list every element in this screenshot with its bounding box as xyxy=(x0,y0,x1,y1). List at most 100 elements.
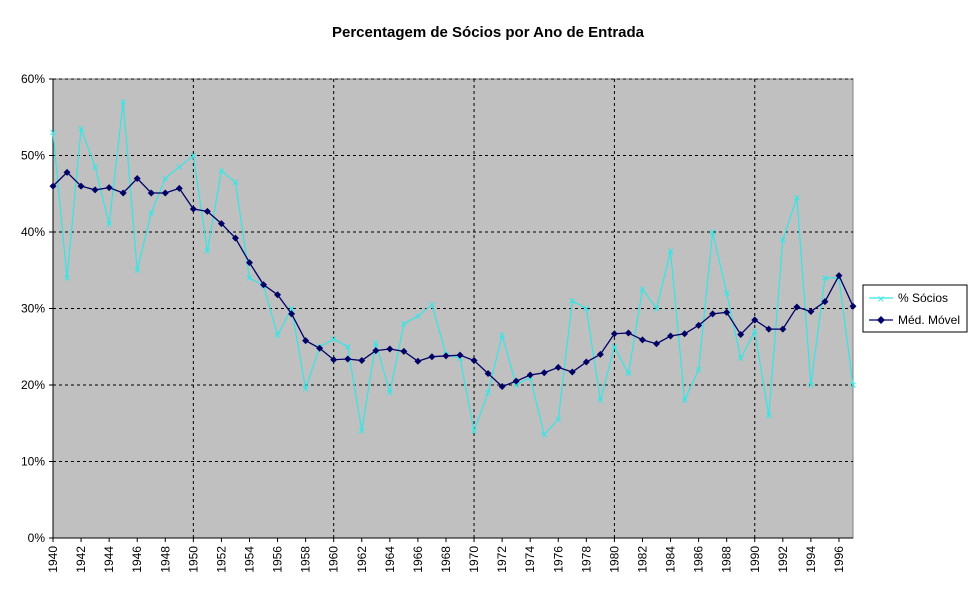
legend-label-media-movel: Méd. Móvel xyxy=(898,313,960,327)
data-point-media-movel xyxy=(624,329,632,337)
x-tick-label: 1944 xyxy=(102,546,116,573)
data-point-media-movel xyxy=(681,330,689,338)
x-tick-label: 1956 xyxy=(271,546,285,573)
y-tick-label: 50% xyxy=(21,149,45,163)
data-point-socios xyxy=(499,332,505,339)
x-tick-label: 1982 xyxy=(635,546,649,573)
data-point-socios xyxy=(302,385,309,392)
data-point-socios xyxy=(569,297,576,304)
data-point-media-movel xyxy=(793,303,801,311)
data-point-socios xyxy=(653,305,660,312)
x-tick-label: 1990 xyxy=(748,546,762,573)
data-point-socios xyxy=(583,305,590,312)
data-point-media-movel xyxy=(484,370,492,378)
data-point-socios xyxy=(106,221,112,228)
data-point-socios xyxy=(429,301,435,308)
data-point-media-movel xyxy=(274,291,282,299)
data-point-media-movel xyxy=(372,347,380,355)
legend-label-socios: % Sócios xyxy=(898,291,948,305)
x-tick-label: 1994 xyxy=(804,546,818,573)
data-point-media-movel xyxy=(105,184,113,192)
data-point-media-movel xyxy=(751,316,759,324)
legend: × % Sócios Méd. Móvel xyxy=(862,284,968,333)
data-point-media-movel xyxy=(288,310,296,318)
x-tick-label: 1952 xyxy=(214,546,228,573)
data-point-socios xyxy=(274,332,281,339)
x-tick-label: 1946 xyxy=(130,546,144,573)
x-tick-label: 1980 xyxy=(607,546,621,573)
x-tick-label: 1958 xyxy=(299,546,313,573)
data-point-media-movel xyxy=(119,189,127,197)
data-point-media-movel xyxy=(217,220,225,228)
data-point-socios xyxy=(667,248,674,254)
data-point-media-movel xyxy=(568,368,576,376)
data-point-media-movel xyxy=(596,350,604,358)
x-tick-label: 1996 xyxy=(832,546,846,573)
data-point-media-movel xyxy=(330,356,338,364)
x-tick-label: 1992 xyxy=(776,546,790,573)
data-point-socios xyxy=(176,164,183,170)
data-point-socios xyxy=(513,382,520,388)
data-point-socios xyxy=(639,286,646,293)
data-point-media-movel xyxy=(175,184,183,192)
horizontal-gridlines xyxy=(53,78,853,462)
y-tick-label: 0% xyxy=(28,531,46,545)
data-point-media-movel xyxy=(554,363,562,371)
data-point-socios xyxy=(695,366,702,373)
data-point-media-movel xyxy=(695,321,703,329)
x-tick-label: 1972 xyxy=(495,546,509,573)
data-point-socios xyxy=(232,179,239,186)
data-point-media-movel xyxy=(653,340,661,348)
x-tick-label: 1986 xyxy=(692,546,706,573)
data-point-media-movel xyxy=(386,345,394,353)
data-point-socios xyxy=(415,313,421,320)
data-point-socios xyxy=(162,175,169,182)
y-tick-label: 10% xyxy=(21,455,45,469)
data-point-socios xyxy=(808,382,814,388)
data-point-media-movel xyxy=(231,234,239,242)
x-tick-label: 1978 xyxy=(579,546,593,573)
series-layer xyxy=(49,99,857,438)
data-point-media-movel xyxy=(147,189,155,197)
data-point-socios xyxy=(723,290,730,297)
x-tick-label: 1988 xyxy=(720,546,734,573)
data-point-media-movel xyxy=(526,371,534,379)
data-point-media-movel xyxy=(849,302,857,310)
data-point-media-movel xyxy=(63,168,71,176)
x-tick-label: 1976 xyxy=(551,546,565,573)
data-point-media-movel xyxy=(779,325,787,333)
data-point-socios xyxy=(120,99,127,105)
x-tick-label: 1948 xyxy=(158,546,172,573)
x-tick-label: 1940 xyxy=(46,546,60,573)
data-point-socios xyxy=(401,320,407,327)
data-point-socios xyxy=(737,355,744,362)
x-tick-label: 1960 xyxy=(327,546,341,573)
data-point-socios xyxy=(541,431,548,438)
data-point-media-movel xyxy=(470,357,478,365)
y-tick-label: 30% xyxy=(21,302,45,316)
data-point-socios xyxy=(64,275,70,281)
data-point-socios xyxy=(246,275,253,281)
data-point-socios xyxy=(850,382,856,388)
y-tick-label: 40% xyxy=(21,225,45,239)
data-point-media-movel xyxy=(77,182,85,190)
data-point-media-movel xyxy=(610,330,618,338)
data-point-media-movel xyxy=(498,383,506,391)
series-line-0 xyxy=(52,101,854,436)
data-point-media-movel xyxy=(400,347,408,355)
data-point-socios xyxy=(471,428,477,434)
x-tick-label: 1974 xyxy=(523,546,537,573)
data-point-media-movel xyxy=(835,272,843,280)
data-point-socios xyxy=(330,336,337,342)
x-tick-label: 1964 xyxy=(383,546,397,573)
data-point-socios xyxy=(597,397,604,404)
data-point-media-movel xyxy=(260,281,268,289)
data-point-socios xyxy=(78,125,84,132)
data-point-socios xyxy=(190,152,197,159)
data-point-socios xyxy=(372,340,379,346)
data-point-media-movel xyxy=(189,205,197,213)
data-point-media-movel xyxy=(807,308,815,316)
data-point-media-movel xyxy=(161,189,169,197)
data-point-media-movel xyxy=(316,344,324,352)
